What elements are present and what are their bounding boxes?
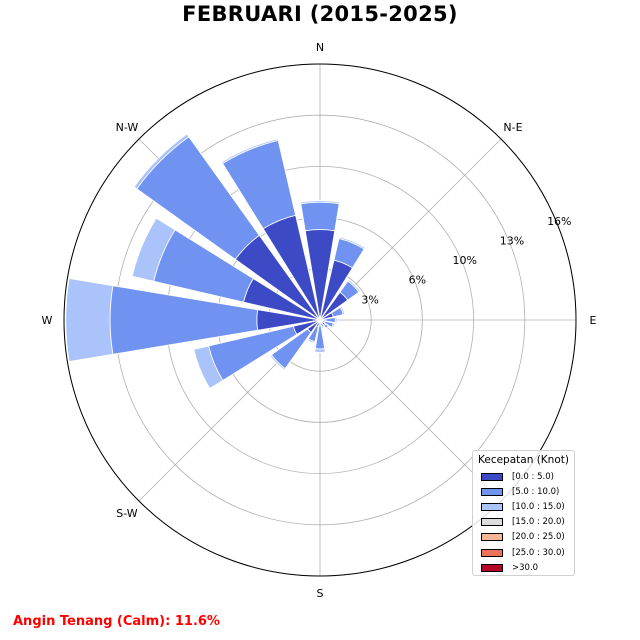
bar-series1-sector4 bbox=[319, 316, 336, 324]
legend-label-3: [15.0 : 20.0) bbox=[512, 517, 565, 528]
legend-entry-2: [10.0 : 15.0) bbox=[478, 499, 569, 514]
radial-tick-label-0: 3% bbox=[361, 293, 378, 306]
direction-label-4: S bbox=[317, 587, 324, 600]
legend-swatch-4 bbox=[481, 533, 503, 542]
direction-label-2: E bbox=[590, 314, 597, 327]
legend-label-5: [25.0 : 30.0) bbox=[512, 547, 565, 558]
chart-title: FEBRUARI (2015-2025) bbox=[182, 2, 458, 26]
calm-text: Angin Tenang (Calm): 11.6% bbox=[13, 614, 220, 629]
legend-entry-5: [25.0 : 30.0) bbox=[478, 545, 569, 560]
legend-swatch-3 bbox=[481, 518, 503, 527]
outer-boundary bbox=[63, 63, 577, 577]
bar-series0-sector3 bbox=[319, 312, 334, 321]
bar-series0-sector13 bbox=[242, 277, 321, 321]
legend-entry-0: [0.0 : 5.0) bbox=[478, 469, 569, 484]
legend-label-2: [10.0 : 15.0) bbox=[512, 501, 565, 512]
bar-series1-sector10 bbox=[270, 319, 321, 370]
radial-gridline-3 bbox=[319, 319, 502, 502]
wind-bars bbox=[65, 133, 366, 390]
legend-label-4: [20.0 : 25.0) bbox=[512, 532, 565, 543]
legend-swatch-5 bbox=[481, 548, 503, 557]
legend-entry-1: [5.0 : 10.0) bbox=[478, 484, 569, 499]
legend-swatch-0 bbox=[481, 472, 503, 481]
direction-labels: N N-E E S S-W W N-W bbox=[42, 41, 597, 600]
legend-swatch-6 bbox=[481, 563, 503, 572]
direction-label-6: W bbox=[42, 314, 53, 327]
legend-entry-3: [15.0 : 20.0) bbox=[478, 515, 569, 530]
legend-title: Kecepatan (Knot) bbox=[478, 454, 569, 466]
legend-entry-4: [20.0 : 25.0) bbox=[478, 530, 569, 545]
bar-series0-sector1 bbox=[319, 259, 354, 321]
bar-series1-sector11 bbox=[208, 319, 321, 382]
radial-tick-labels: 3% 6% 10% 13% 16% bbox=[361, 215, 571, 306]
legend-label-1: [5.0 : 10.0) bbox=[512, 486, 560, 497]
radial-tick-label-4: 16% bbox=[547, 215, 571, 228]
legend: Kecepatan (Knot) [0.0 : 5.0) [5.0 : 10.0)… bbox=[472, 450, 575, 576]
direction-label-7: N-W bbox=[116, 121, 139, 134]
bar-series0-sector10 bbox=[306, 319, 321, 334]
legend-entries: [0.0 : 5.0) [5.0 : 10.0) [10.0 : 15.0) [15.… bbox=[478, 469, 569, 575]
legend-swatch-2 bbox=[481, 502, 503, 511]
bar-series0-sector0 bbox=[304, 229, 336, 321]
bar-series0-sector2 bbox=[319, 291, 349, 321]
legend-label-0: [0.0 : 5.0) bbox=[512, 471, 554, 482]
bar-series1-sector8 bbox=[314, 319, 326, 350]
bar-series0-sector12 bbox=[256, 309, 321, 331]
bar-series0-sector11 bbox=[292, 319, 321, 336]
bar-series1-sector12 bbox=[109, 285, 321, 355]
direction-label-0: N bbox=[316, 41, 324, 54]
radial-tick-label-1: 6% bbox=[409, 274, 426, 287]
legend-entry-6: >30.0 bbox=[478, 560, 569, 575]
bar-series0-sector14 bbox=[234, 234, 321, 321]
legend-label-6: >30.0 bbox=[512, 562, 539, 573]
radial-tick-label-3: 13% bbox=[500, 235, 524, 248]
direction-label-5: S-W bbox=[116, 507, 138, 520]
bar-series0-sector15 bbox=[262, 214, 321, 321]
legend-swatch-1 bbox=[481, 487, 503, 496]
direction-label-1: N-E bbox=[503, 121, 522, 134]
radial-tick-label-2: 10% bbox=[452, 254, 476, 267]
